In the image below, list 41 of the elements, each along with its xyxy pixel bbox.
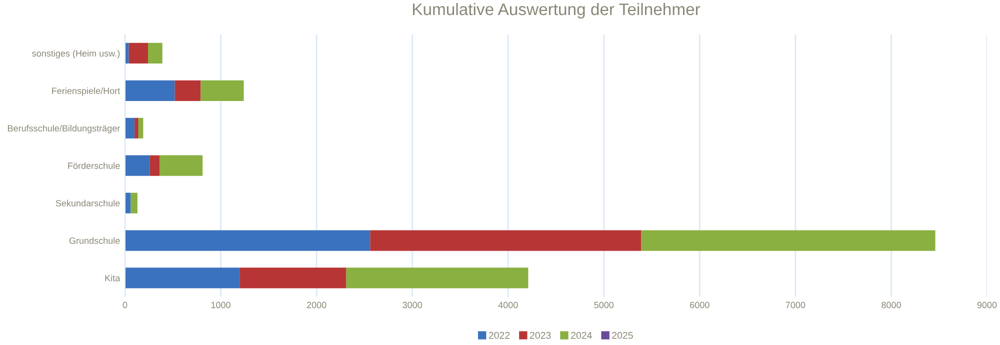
x-tick-label: 6000 <box>690 302 710 308</box>
bar <box>128 42 148 64</box>
bar <box>641 230 936 251</box>
legend-label: 2023 <box>530 332 551 339</box>
bar <box>134 118 138 138</box>
x-tick-label: 9000 <box>977 302 997 308</box>
bar <box>174 80 201 101</box>
x-tick-label: 8000 <box>882 302 901 308</box>
bar <box>240 268 346 288</box>
bar <box>130 192 138 214</box>
x-tick-label: 0 <box>122 302 128 308</box>
y-tick-label: Förderschule <box>68 162 120 169</box>
legend-label: 2022 <box>488 332 510 339</box>
bar <box>346 268 528 288</box>
x-tick-label: 7000 <box>786 302 806 308</box>
bar <box>200 80 244 101</box>
legend-label: 2025 <box>612 332 633 339</box>
bar <box>138 118 144 138</box>
y-tick-label: Berufsschule/Bildungsträger <box>8 124 120 134</box>
x-tick-label: 3000 <box>402 302 422 308</box>
bar <box>125 80 175 101</box>
chart-title: Kumulative Auswertung der Teilnehmer <box>413 2 700 19</box>
y-tick-label: Sekundarschule <box>56 200 120 206</box>
bar <box>125 230 370 251</box>
bar <box>125 42 129 64</box>
bar <box>125 268 240 288</box>
legend-label: 2024 <box>571 332 592 339</box>
y-tick-label: Grundschule <box>69 237 120 244</box>
x-tick-label: 1000 <box>211 302 230 308</box>
y-tick-label: Ferienspiele/Hort <box>52 87 120 96</box>
x-tick-label: 5000 <box>594 302 614 308</box>
y-tick-label: sonstiges (Heim usw.) <box>32 50 120 58</box>
x-tick-label: 4000 <box>498 302 518 308</box>
bar <box>159 155 203 176</box>
y-tick-label: Kita <box>105 274 120 282</box>
bar <box>125 155 150 176</box>
x-tick-label: 2000 <box>306 302 326 308</box>
bar <box>370 230 642 251</box>
bar <box>125 118 135 138</box>
bar <box>150 155 160 176</box>
bar <box>148 42 162 64</box>
